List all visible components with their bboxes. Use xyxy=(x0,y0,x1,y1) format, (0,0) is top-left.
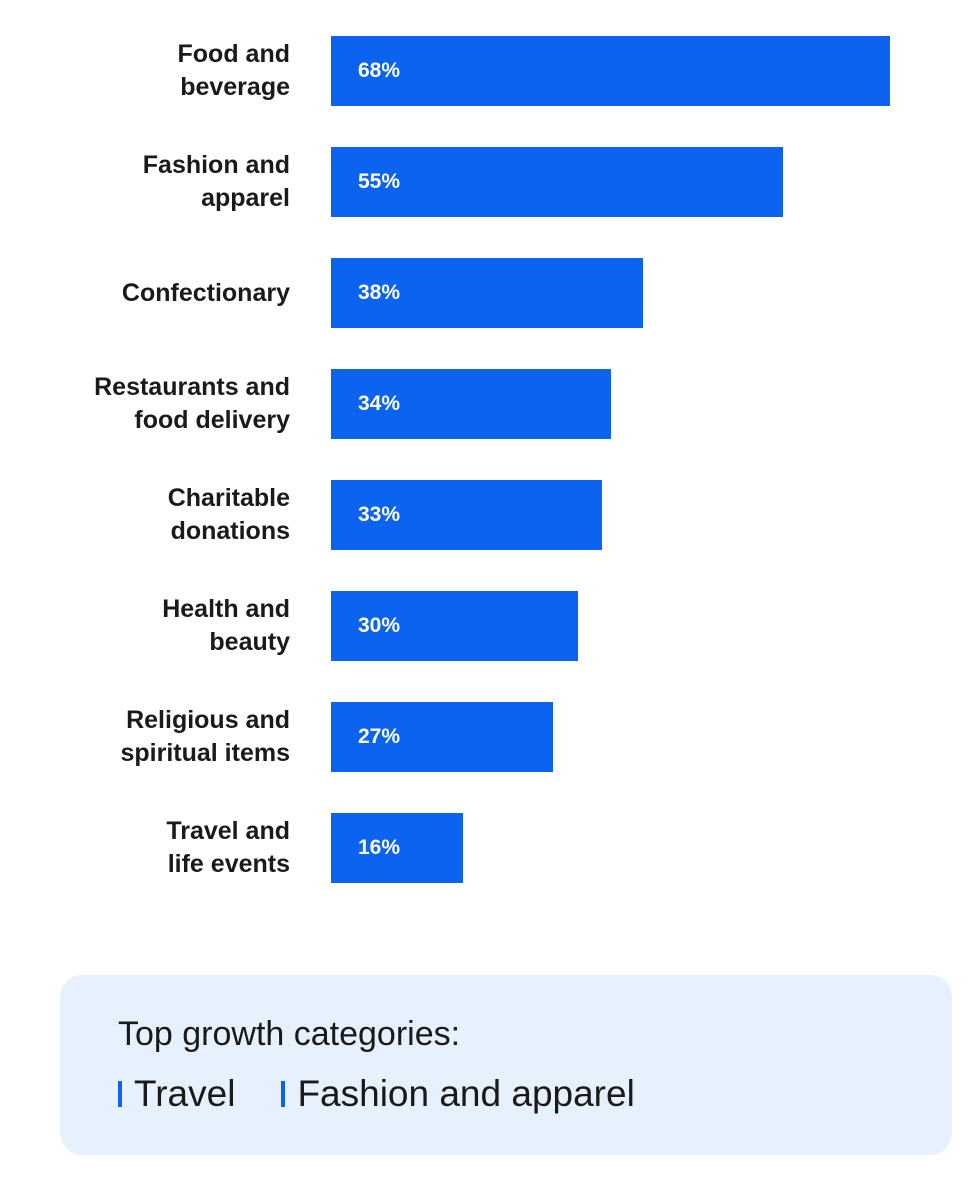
category-label: Travel and life events xyxy=(166,817,290,878)
growth-marker-icon xyxy=(118,1081,122,1107)
category-label: Health and beauty xyxy=(162,595,290,656)
bar-value-label: 55% xyxy=(358,170,401,193)
category-label: Restaurants and food delivery xyxy=(94,373,290,434)
bar-value-label: 38% xyxy=(358,281,401,304)
bar xyxy=(331,147,783,217)
bar xyxy=(331,591,578,661)
bar xyxy=(331,813,463,883)
category-label: Confectionary xyxy=(121,278,290,307)
growth-item-fashion: Fashion and apparel xyxy=(281,1073,635,1115)
growth-marker-icon xyxy=(281,1081,286,1107)
bar xyxy=(331,369,611,439)
bar-value-label: 34% xyxy=(358,392,401,415)
category-label: Fashion and apparel xyxy=(142,151,290,212)
growth-item-travel: Travel xyxy=(118,1073,235,1115)
bar xyxy=(331,480,602,550)
growth-title: Top growth categories: xyxy=(118,1015,461,1053)
bar xyxy=(331,258,643,328)
bar-value-label: 27% xyxy=(358,725,401,748)
bar-value-label: 68% xyxy=(358,59,401,82)
bar-chart: Food and beverage 68% Fashion and apparel 5… xyxy=(94,36,890,883)
bar-value-label: 16% xyxy=(358,836,401,859)
category-label: Charitable donations xyxy=(167,484,290,545)
category-label: Religious and spiritual items xyxy=(120,706,291,767)
bar xyxy=(331,702,553,772)
growth-item-label: Travel xyxy=(134,1073,236,1114)
bar-value-label: 30% xyxy=(358,614,401,637)
category-label: Food and beverage xyxy=(177,40,290,101)
growth-item-label: Fashion and apparel xyxy=(297,1073,635,1114)
growth-items: Travel Fashion and apparel xyxy=(118,1073,681,1115)
bar-value-label: 33% xyxy=(358,503,401,526)
bar xyxy=(331,36,890,106)
growth-callout: Top growth categories: Travel Fashion an… xyxy=(60,975,952,1155)
